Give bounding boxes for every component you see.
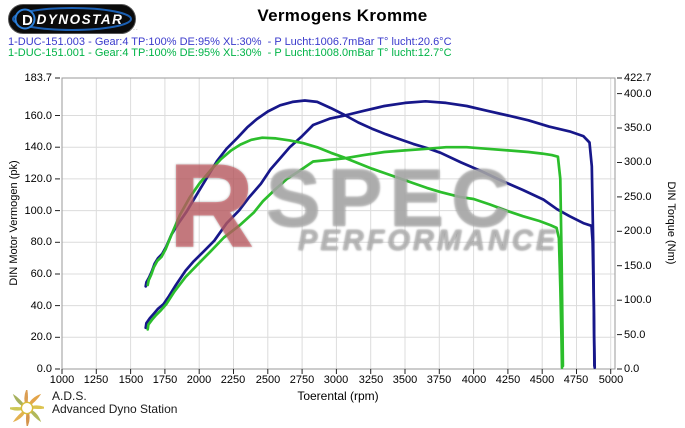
ads-name: Advanced Dyno Station	[52, 402, 178, 416]
legend-run-001: 1-DUC-151.001 - Gear:4 TP:100% DE:95% XL…	[8, 47, 452, 59]
curve-001-torque	[146, 136, 564, 369]
logo-note: ...	[130, 25, 139, 32]
legend-run-003: 1-DUC-151.003 - Gear:4 TP:100% DE:95% XL…	[8, 36, 452, 48]
curve-001-power	[146, 145, 565, 368]
ads-footer: A.D.S. Advanced Dyno Station	[10, 390, 177, 426]
ads-pinwheel-icon	[10, 390, 44, 426]
logo-text: DYNOSTAR	[37, 12, 124, 27]
logo-d-emblem	[14, 8, 36, 30]
ads-abbr: A.D.S.	[52, 389, 87, 403]
logo-ellipse	[12, 7, 132, 31]
ads-footer-text: A.D.S. Advanced Dyno Station	[52, 390, 177, 416]
curve-003-power	[144, 99, 596, 368]
page-title: Vermogens Kromme	[257, 6, 428, 25]
dynostar-logo: D DYNOSTAR	[8, 4, 136, 34]
logo-pill	[8, 4, 136, 34]
plot-frame	[61, 77, 616, 370]
logo-d-glyph: D	[22, 12, 33, 29]
